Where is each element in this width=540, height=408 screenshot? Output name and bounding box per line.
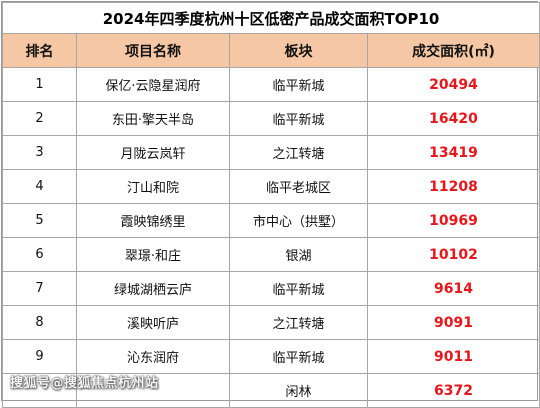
project-name-cell: 霞映锦绣里 xyxy=(76,203,230,238)
block-cell: 市中心（拱墅） xyxy=(229,203,368,238)
table-row: 8 溪映听庐 之江转塘 9091 xyxy=(2,305,540,340)
rank-cell: 7 xyxy=(2,271,77,306)
project-name-cell: 绿城湖栖云庐 xyxy=(76,271,230,306)
area-cell: 16420 xyxy=(366,101,540,136)
project-name-cell: 翠璟·和庄 xyxy=(76,237,230,272)
project-name-cell xyxy=(76,373,230,408)
table-row: 6 翠璟·和庄 银湖 10102 xyxy=(2,237,540,272)
block-cell: 临平新城 xyxy=(229,101,368,136)
area-cell: 10969 xyxy=(366,203,540,238)
table-row: 7 绿城湖栖云庐 临平新城 9614 xyxy=(2,271,540,306)
project-name-cell: 沁东润府 xyxy=(76,339,230,374)
project-name-cell: 月陇云岚轩 xyxy=(76,135,230,170)
block-cell: 之江转塘 xyxy=(229,305,368,340)
area-cell: 11208 xyxy=(366,169,540,204)
table-title: 2024年四季度杭州十区低密产品成交面积TOP10 xyxy=(1,2,540,34)
block-cell: 闲林 xyxy=(229,373,368,408)
block-cell: 之江转塘 xyxy=(229,135,368,170)
area-cell: 9011 xyxy=(366,339,540,374)
header-row: 排名 项目名称 板块 成交面积(㎡) xyxy=(2,33,540,68)
rank-cell: 1 xyxy=(2,67,77,102)
project-name-cell: 汀山和院 xyxy=(76,169,230,204)
header-rank: 排名 xyxy=(2,33,77,68)
rank-cell: 3 xyxy=(2,135,77,170)
table-row: 2 东田·擎天半岛 临平新城 16420 xyxy=(2,101,540,136)
area-cell: 6372 xyxy=(366,373,540,408)
area-cell: 20494 xyxy=(366,67,540,102)
block-cell: 临平老城区 xyxy=(229,169,368,204)
rank-cell: 6 xyxy=(2,237,77,272)
table-row: 4 汀山和院 临平老城区 11208 xyxy=(2,169,540,204)
table-row: 9 沁东润府 临平新城 9011 xyxy=(2,339,540,374)
header-area: 成交面积(㎡) xyxy=(366,33,540,68)
block-cell: 临平新城 xyxy=(229,271,368,306)
table-row: 5 霞映锦绣里 市中心（拱墅） 10969 xyxy=(2,203,540,238)
area-cell: 13419 xyxy=(366,135,540,170)
header-project-name: 项目名称 xyxy=(76,33,230,68)
block-cell: 临平新城 xyxy=(229,339,368,374)
area-cell: 10102 xyxy=(366,237,540,272)
title-row: 2024年四季度杭州十区低密产品成交面积TOP10 xyxy=(1,2,540,34)
block-cell: 临平新城 xyxy=(229,67,368,102)
rank-cell: 9 xyxy=(2,339,77,374)
rank-cell: 8 xyxy=(2,305,77,340)
rank-cell: 2 xyxy=(2,101,77,136)
header-block: 板块 xyxy=(229,33,368,68)
table-row: 1 保亿·云隐星润府 临平新城 20494 xyxy=(2,67,540,102)
block-cell: 银湖 xyxy=(229,237,368,272)
area-cell: 9091 xyxy=(366,305,540,340)
rank-cell xyxy=(2,373,77,408)
table-row: 3 月陇云岚轩 之江转塘 13419 xyxy=(2,135,540,170)
area-cell: 9614 xyxy=(366,271,540,306)
project-name-cell: 东田·擎天半岛 xyxy=(76,101,230,136)
project-name-cell: 溪映听庐 xyxy=(76,305,230,340)
table-row: 闲林 6372 xyxy=(2,373,540,408)
rank-cell: 5 xyxy=(2,203,77,238)
rank-cell: 4 xyxy=(2,169,77,204)
project-name-cell: 保亿·云隐星润府 xyxy=(76,67,230,102)
